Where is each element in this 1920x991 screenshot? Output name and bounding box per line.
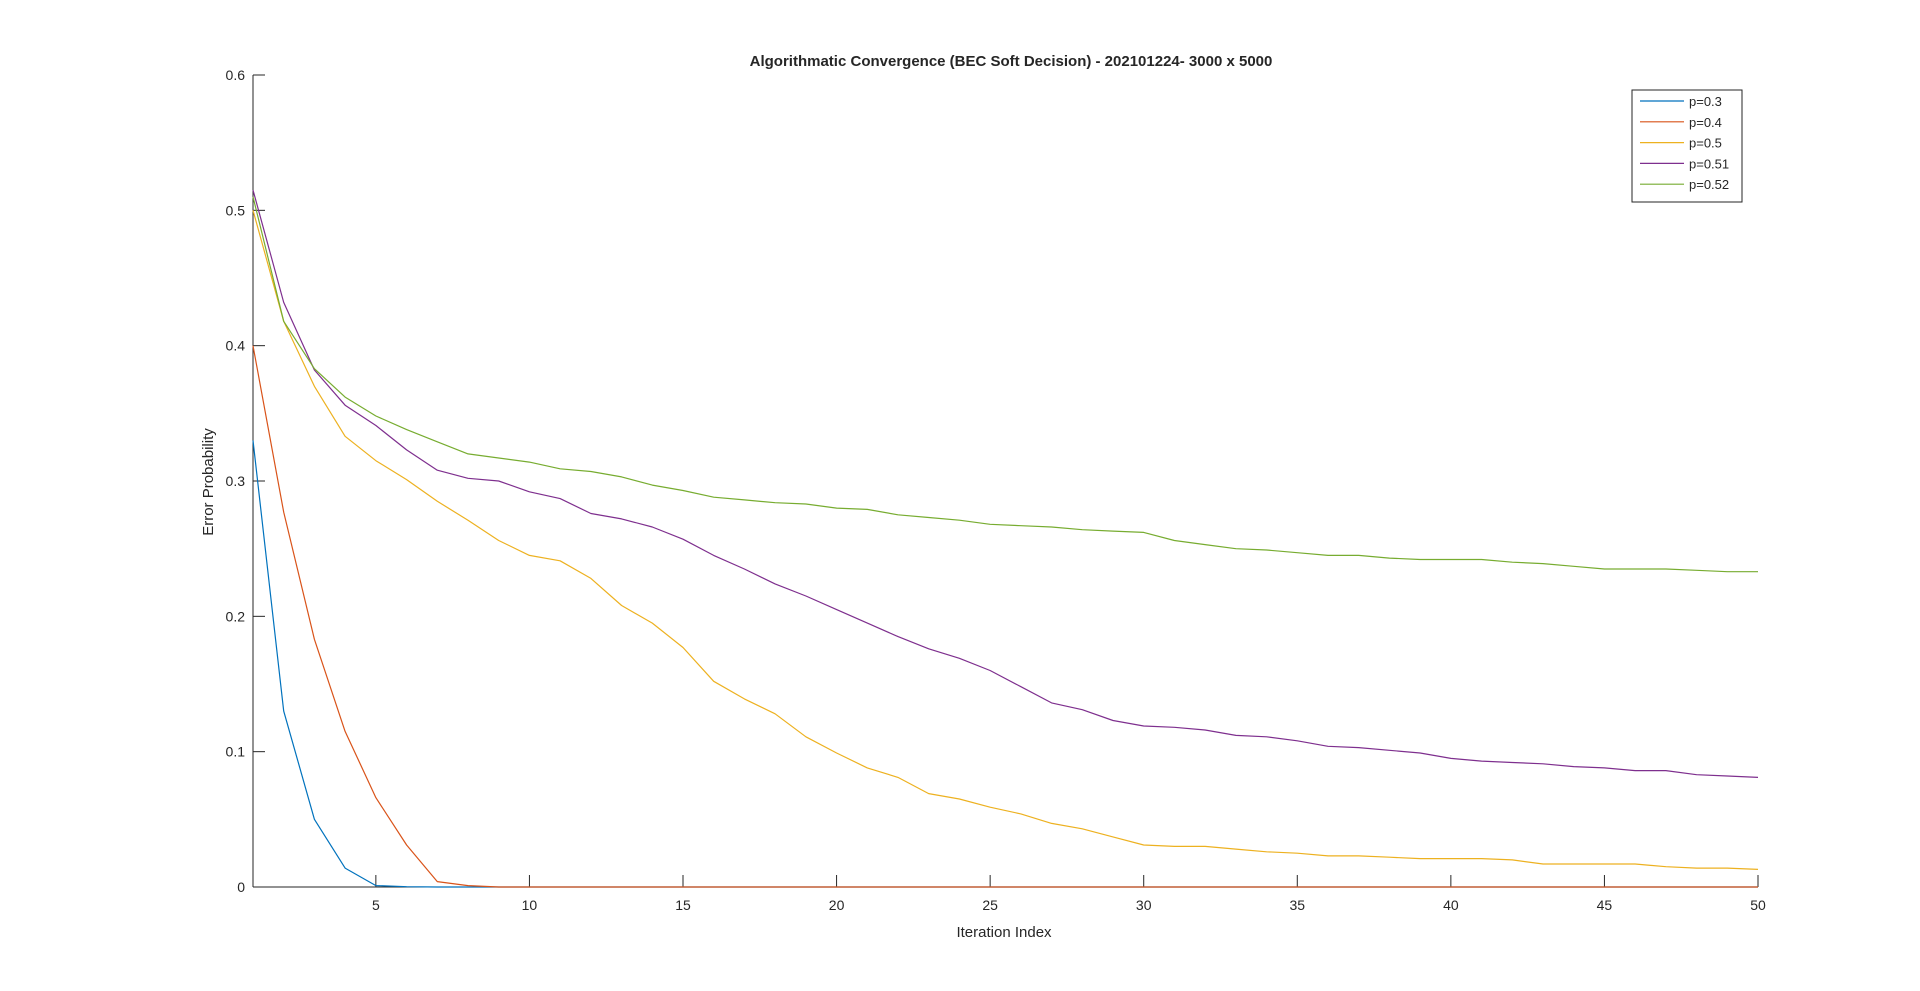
x-tick-label: 50 [1750, 897, 1766, 913]
y-tick-label: 0.4 [226, 338, 246, 354]
series-layer [252, 189, 1759, 888]
y-tick-label: 0.5 [226, 202, 246, 218]
x-tick-label: 45 [1597, 897, 1613, 913]
legend-label: p=0.3 [1689, 94, 1722, 109]
x-axis-label: Iteration Index [956, 924, 1052, 941]
y-tick-label: 0.2 [226, 608, 246, 624]
chart-title: Algorithmatic Convergence (BEC Soft Deci… [750, 53, 1273, 70]
legend-label: p=0.5 [1689, 136, 1722, 151]
x-tick-label: 15 [675, 897, 691, 913]
x-tick-label: 30 [1136, 897, 1152, 913]
series-line-p=0.5 [252, 210, 1759, 870]
y-tick-label: 0.6 [226, 67, 246, 83]
y-axis-label: Error Probability [200, 428, 217, 536]
legend-box [1631, 89, 1743, 203]
y-tick-label: 0.1 [226, 744, 246, 760]
axes: 5 10 15 20 25 30 35 40 45 50 0 0.1 0.2 0.3 0.4 0.5 0.6 [226, 67, 1766, 913]
legend-label: p=0.51 [1689, 156, 1729, 171]
x-tick-label: 25 [982, 897, 998, 913]
x-tick-label: 5 [372, 897, 380, 913]
x-tick-label: 20 [829, 897, 845, 913]
x-tick-label: 40 [1443, 897, 1459, 913]
series-line-p=0.4 [252, 345, 1758, 888]
y-tick-label: 0 [237, 879, 245, 895]
legend-label: p=0.52 [1689, 177, 1729, 192]
x-tick-label: 35 [1289, 897, 1305, 913]
legend-label: p=0.4 [1689, 115, 1722, 130]
y-tick-label: 0.3 [226, 473, 246, 489]
series-line-p=0.51 [252, 189, 1759, 778]
x-tick-label: 10 [522, 897, 538, 913]
series-line-p=0.52 [252, 196, 1758, 573]
legend: p=0.3 p=0.4 p=0.5 p=0.51 p=0.52 [1631, 89, 1743, 203]
